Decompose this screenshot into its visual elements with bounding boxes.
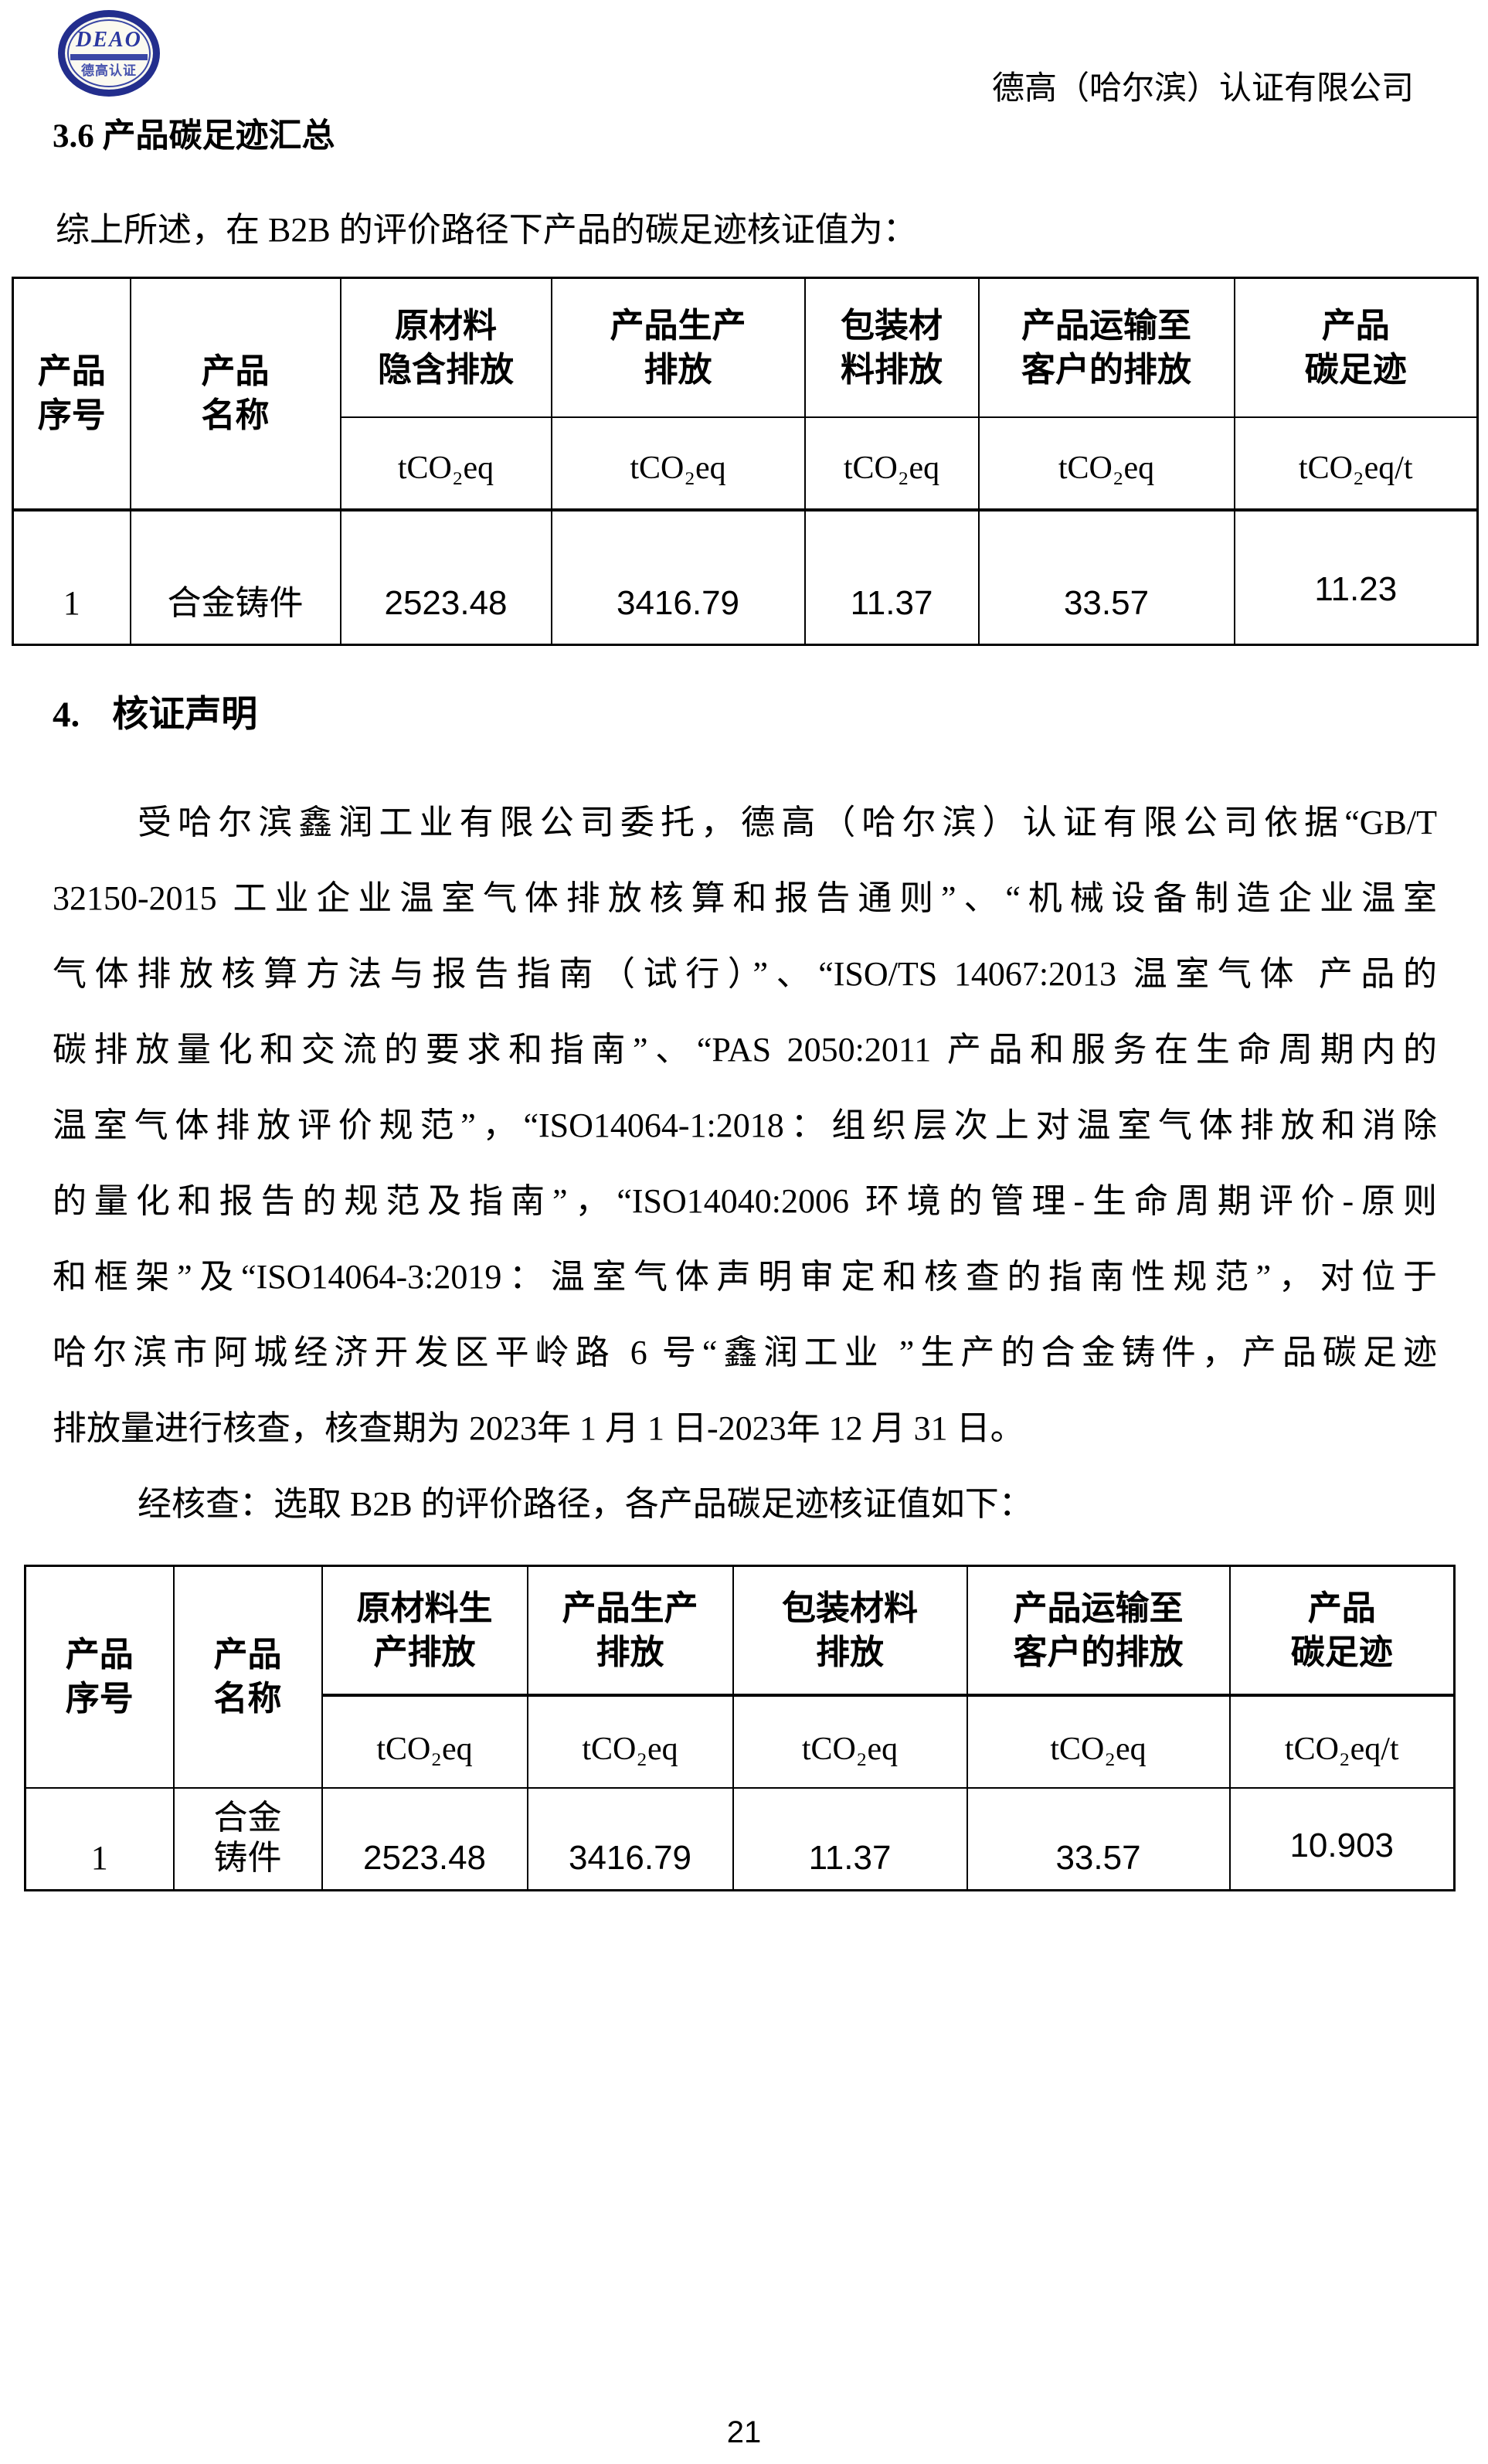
table2-unit-footprint: tCO₂eq/t: [1228, 1693, 1456, 1789]
section-36-heading: 3.6 产品碳足迹汇总: [53, 118, 335, 155]
table2-header-footprint: 产品 碳足迹: [1228, 1565, 1456, 1696]
table2-unit-packaging: tCO₂eq: [732, 1693, 968, 1789]
statement-line: 气体排放核算方法与报告指南（试行）”、“ISO/TS 14067:2013 温室…: [53, 955, 1437, 993]
logo-bar: [70, 54, 148, 60]
table2-header-production: 产品生产 排放: [526, 1565, 734, 1696]
table1-unit-production: tCO₂eq: [550, 416, 806, 511]
table2-header-row: 产品 序号 产品 名称 原材料生 产排放 产品生产 排放 包装材料 排放 产品运…: [24, 1565, 1456, 1789]
statement-line: 受哈尔滨鑫润工业有限公司委托，德高（哈尔滨）认证有限公司依据“GB/T: [138, 804, 1437, 841]
table1-cell-footprint: 11.23: [1233, 508, 1479, 646]
table2-unit-transport: tCO₂eq: [966, 1693, 1231, 1789]
table2-cell-footprint: 10.903: [1228, 1786, 1456, 1891]
table2-unit-raw-material: tCO₂eq: [321, 1693, 528, 1789]
table1-unit-raw-material: tCO₂eq: [339, 416, 552, 511]
carbon-footprint-summary-table: 产品 序号 产品 名称 原材料 隐含排放 产品生产 排放 包装材 料排放 产品运…: [12, 277, 1479, 646]
statement-line: 温室气体排放评价规范”，“ISO14064-1:2018：组织层次上对温室气体排…: [53, 1106, 1437, 1144]
verification-statement-paragraph: 受哈尔滨鑫润工业有限公司委托，德高（哈尔滨）认证有限公司依据“GB/T 3215…: [53, 785, 1437, 1542]
table1-header-raw-material: 原材料 隐含排放: [339, 277, 552, 418]
table2-header-product-name: 产品 名称: [172, 1565, 323, 1789]
table2-cell-raw-material: 2523.48: [321, 1786, 528, 1891]
table1-cell-production: 3416.79: [550, 508, 806, 646]
table1-header-production: 产品生产 排放: [550, 277, 806, 418]
table2-cell-packaging: 11.37: [732, 1786, 968, 1891]
section-4-number: 4.: [53, 695, 80, 735]
table1-cell-packaging: 11.37: [803, 508, 980, 646]
logo-chinese-text: 德高认证: [81, 63, 137, 78]
logo-circle-badge: DEAO 德高认证: [58, 10, 160, 97]
table1-unit-row: tCO₂eq tCO₂eq tCO₂eq tCO₂eq tCO₂eq/t: [13, 416, 1479, 511]
table1-data-row: 1 合金铸件 2523.48 3416.79 11.37 33.57 11.23: [12, 508, 1479, 646]
table1-cell-transport: 33.57: [977, 508, 1235, 646]
table1-cell-raw-material: 2523.48: [339, 508, 552, 646]
table2-header-packaging: 包装材料 排放: [732, 1565, 968, 1696]
statement-line: 排放量进行核查，核查期为 2023年 1 月 1 日-2023年 12 月 31…: [53, 1409, 1024, 1447]
statement-line: 和框架”及“ISO14064-3:2019：温室气体声明审定和核查的指南性规范”…: [53, 1258, 1437, 1296]
statement-line: 的量化和报告的规范及指南”，“ISO14040:2006 环境的管理-生命周期评…: [53, 1182, 1437, 1220]
table2-unit-production: tCO₂eq: [526, 1693, 734, 1789]
statement-line: 经核查：选取 B2B 的评价路径，各产品碳足迹核证值如下：: [138, 1485, 1033, 1523]
table1-unit-packaging: tCO₂eq: [803, 416, 980, 511]
table2-header-product-no: 产品 序号: [24, 1565, 175, 1789]
statement-line: 32150-2015 工业企业温室气体排放核算和报告通则”、“机械设备制造企业温…: [53, 879, 1437, 917]
section-4-title: 核证声明: [112, 695, 258, 735]
page-number: 21: [726, 2415, 762, 2449]
table2-cell-transport: 33.57: [966, 1786, 1231, 1891]
table1-cell-product-no: 1: [12, 508, 131, 646]
table2-header-raw-material: 原材料生 产排放: [321, 1565, 528, 1696]
table1-header-transport: 产品运输至 客户的排放: [977, 277, 1235, 418]
verified-footprint-table: 产品 序号 产品 名称 原材料生 产排放 产品生产 排放 包装材料 排放 产品运…: [24, 1565, 1456, 1891]
table1-cell-product-name: 合金铸件: [129, 508, 341, 646]
section-4-heading: 4. 核证声明: [53, 692, 257, 737]
table2-header-transport: 产品运输至 客户的排放: [966, 1565, 1231, 1696]
table1-header-product-name: 产品 名称: [129, 277, 341, 511]
table1-header-row: 产品 序号 产品 名称 原材料 隐含排放 产品生产 排放 包装材 料排放 产品运…: [12, 277, 1479, 511]
company-name-header: 德高（哈尔滨）认证有限公司: [991, 71, 1414, 107]
table2-unit-row: tCO₂eq tCO₂eq tCO₂eq tCO₂eq tCO₂eq/t: [25, 1693, 1456, 1789]
table2-cell-product-name: 合金 铸件: [172, 1786, 323, 1891]
logo-deao-text: DEAO: [76, 28, 142, 52]
table1-unit-footprint: tCO₂eq/t: [1233, 416, 1479, 511]
table2-cell-production: 3416.79: [526, 1786, 734, 1891]
table1-header-product-no: 产品 序号: [12, 277, 131, 511]
statement-line: 碳排放量化和交流的要求和指南”、“PAS 2050:2011 产品和服务在生命周…: [53, 1031, 1437, 1069]
company-logo: DEAO 德高认证: [58, 10, 160, 97]
table2-cell-product-no: 1: [24, 1786, 175, 1891]
table1-unit-transport: tCO₂eq: [977, 416, 1235, 511]
table1-header-packaging: 包装材 料排放: [803, 277, 980, 418]
section-36-intro: 综上所述，在 B2B 的评价路径下产品的碳足迹核证值为：: [56, 211, 917, 249]
table2-data-row: 1 合金 铸件 2523.48 3416.79 11.37 33.57 10.9…: [24, 1786, 1456, 1891]
statement-line: 哈尔滨市阿城经济开发区平岭路 6 号“鑫润工业 ”生产的合金铸件，产品碳足迹: [53, 1334, 1437, 1371]
table1-header-footprint: 产品 碳足迹: [1233, 277, 1479, 418]
